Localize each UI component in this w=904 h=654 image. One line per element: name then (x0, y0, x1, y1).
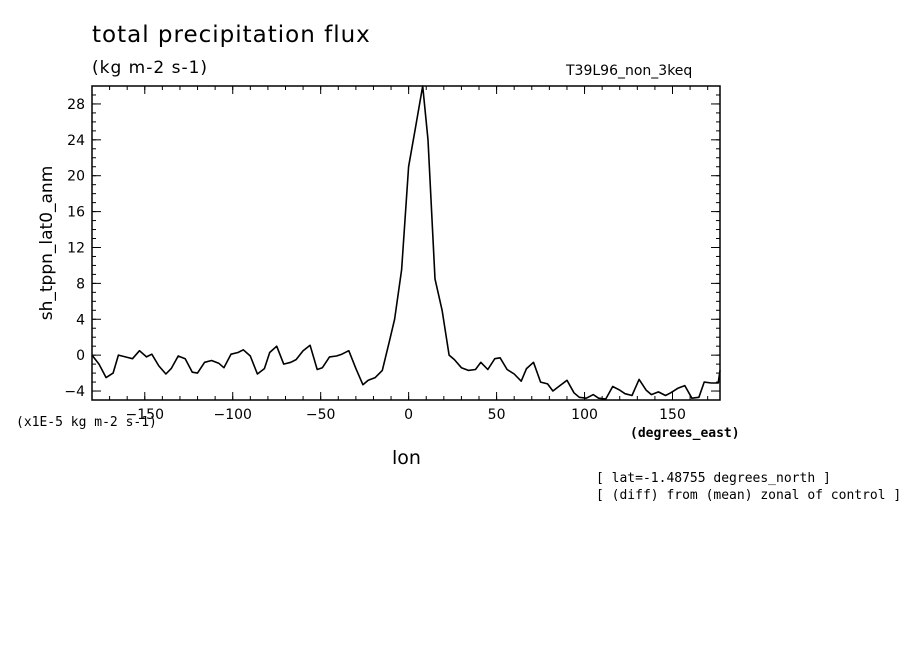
x-tick-label: 100 (571, 407, 598, 423)
x-tick-label: −150 (126, 407, 164, 423)
tick-labels: −150 −100 −50 0 50 100 150 −4 0 4 8 12 16 20 24 28 (64, 97, 686, 423)
x-tick-label: 0 (404, 407, 413, 423)
y-tick-label: 28 (67, 97, 85, 113)
x-tick-label: −100 (214, 407, 252, 423)
x-axis-units: (degrees_east) (630, 426, 740, 441)
x-axis-label: lon (392, 447, 421, 469)
y-tick-label: 4 (76, 312, 85, 328)
y-tick-label: 0 (76, 348, 85, 364)
y-tick-label: 16 (67, 205, 85, 221)
plot-frame (91, 85, 721, 401)
y-tick-label: 24 (67, 133, 85, 149)
scale-factor-label: (x1E-5 kg m-2 s-1) (16, 415, 157, 430)
y-tick-label: −4 (64, 384, 85, 400)
axis-ticks (92, 85, 720, 401)
series-line (91, 85, 721, 400)
diff-note: [ (diff) from (mean) zonal of control ] (596, 488, 902, 503)
y-tick-label: 20 (67, 169, 85, 185)
x-tick-label: 50 (488, 407, 506, 423)
chart-title: total precipitation flux (92, 22, 371, 48)
latitude-note: [ lat=-1.48755 degrees_north ] (596, 471, 831, 486)
series-group (91, 85, 721, 400)
y-axis-label: sh_tppn_lat0_anm (37, 165, 57, 321)
x-tick-label: −50 (306, 407, 336, 423)
x-tick-label: 150 (659, 407, 686, 423)
y-tick-label: 8 (76, 276, 85, 292)
run-label: T39L96_non_3keq (566, 63, 693, 79)
y-tick-label: 12 (67, 240, 85, 256)
units-subtitle: (kg m-2 s-1) (92, 58, 209, 78)
